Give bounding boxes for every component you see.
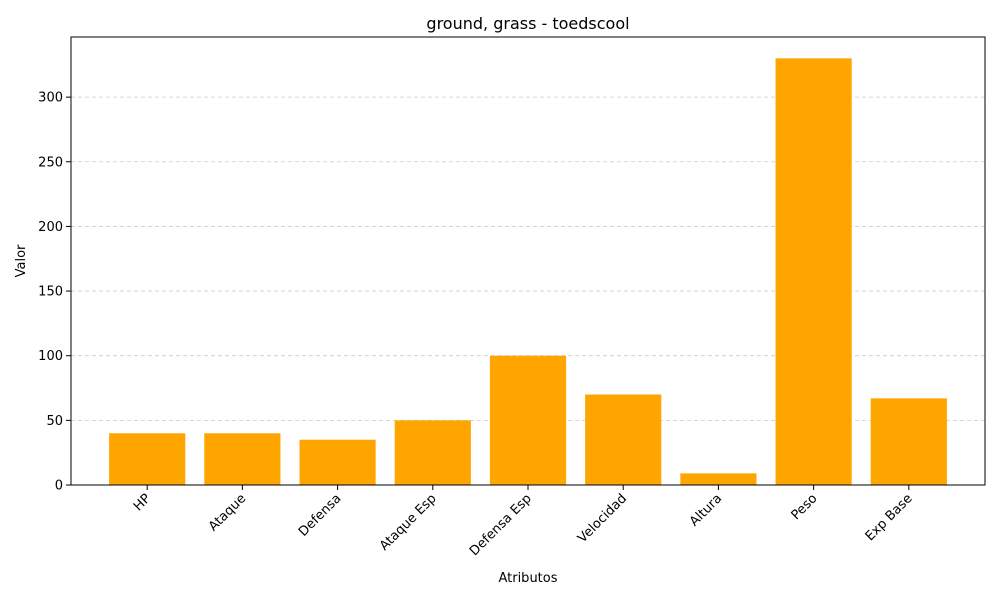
x-tick-label: Ataque [206, 491, 249, 534]
x-tick-label: Altura [687, 491, 725, 529]
y-axis-ticks: 0 50 100 150 200 250 300 [38, 91, 71, 494]
bar-hp [109, 433, 186, 485]
x-tick-label: Defensa Esp [467, 491, 535, 559]
x-axis-label: Atributos [498, 571, 557, 586]
bar-altura [680, 473, 757, 485]
y-tick-label: 200 [38, 220, 63, 235]
y-tick-label: 50 [46, 414, 63, 429]
bar-defensa [299, 439, 376, 485]
x-tick-label: Defensa [296, 491, 344, 539]
y-axis-label: Valor [14, 244, 29, 277]
y-tick-label: 150 [38, 285, 63, 300]
bar-defensa-esp [489, 355, 567, 485]
x-axis-ticks: HP Ataque Defensa Ataque Esp Defensa Esp Velo… [131, 485, 916, 559]
chart-title: ground, grass - toedscool [426, 14, 629, 33]
bar-velocidad [585, 394, 662, 485]
bar-ataque-esp [394, 420, 471, 485]
x-tick-label: Peso [789, 491, 821, 523]
bar-peso [775, 58, 852, 485]
bar-ataque [204, 433, 281, 485]
x-tick-label: Velocidad [575, 491, 630, 546]
bars [109, 58, 947, 485]
y-tick-label: 300 [38, 91, 63, 106]
y-tick-label: 100 [38, 349, 63, 364]
x-tick-label: Exp Base [863, 491, 916, 544]
y-tick-label: 250 [38, 155, 63, 170]
x-tick-label: Ataque Esp [377, 491, 440, 554]
y-tick-label: 0 [55, 479, 63, 494]
x-tick-label: HP [131, 491, 154, 514]
bar-exp-base [870, 398, 947, 485]
